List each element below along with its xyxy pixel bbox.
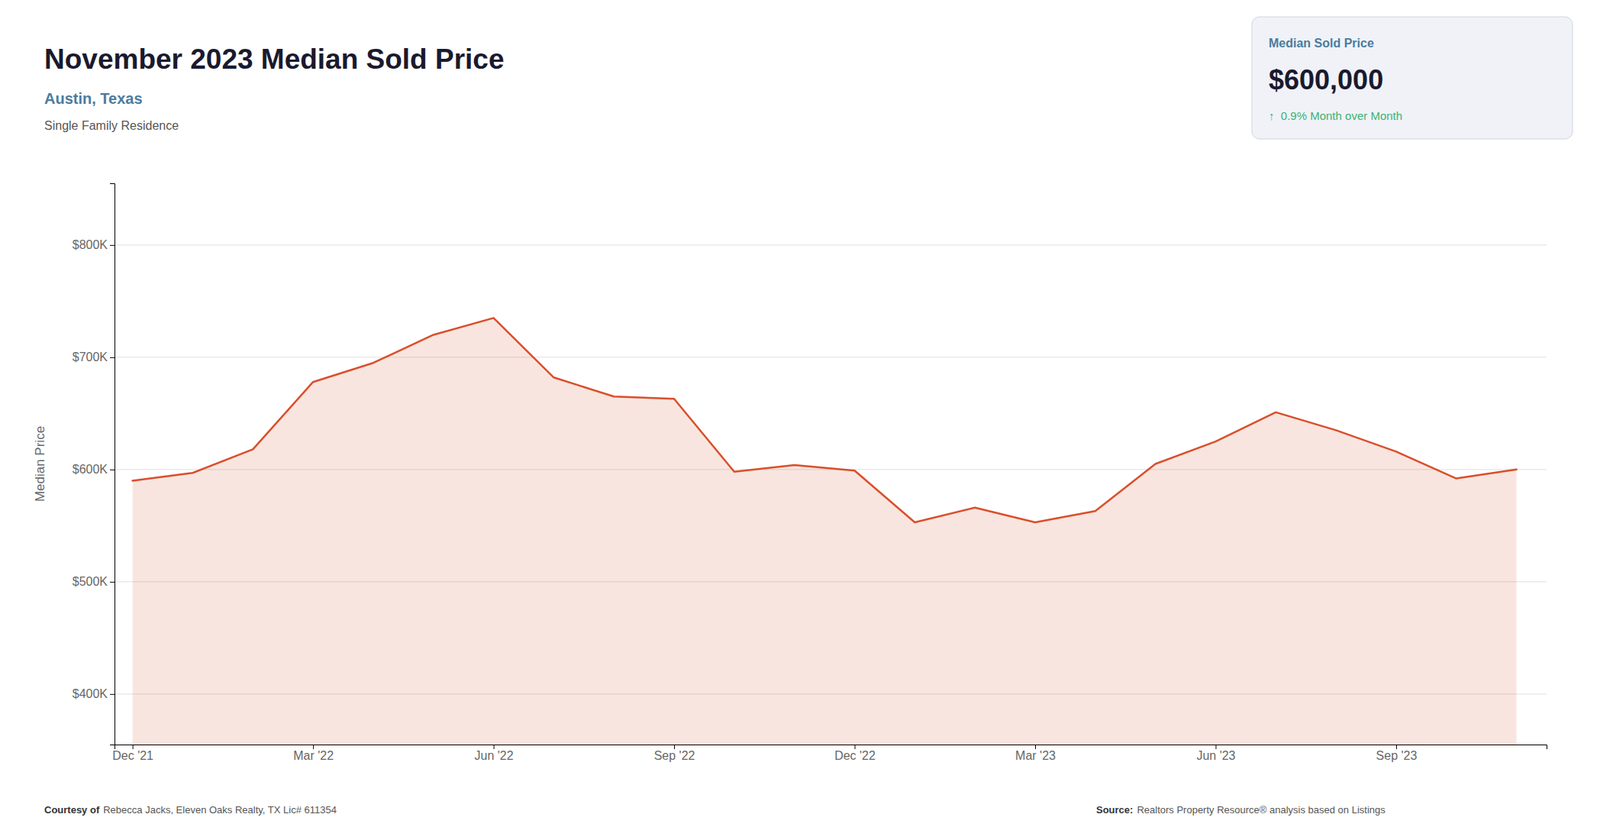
- x-tick-mark: [1396, 744, 1397, 749]
- y-tick-mark: [109, 693, 115, 695]
- y-tick-mark: [109, 357, 115, 359]
- y-tick: $700K: [72, 350, 115, 364]
- stat-value: $600,000: [1268, 64, 1384, 96]
- y-axis-line: [109, 183, 116, 746]
- y-tick-label: $500K: [72, 574, 109, 588]
- plot-area: [132, 317, 1517, 745]
- x-tick-mark: [312, 744, 314, 749]
- y-axis-title: Median Price: [32, 425, 48, 502]
- y-tick-label: $800K: [72, 238, 109, 252]
- x-tick-label: Dec '22: [834, 748, 876, 762]
- y-axis: $400K $500K $600K $700K $800K: [72, 183, 116, 746]
- x-tick-mark: [1215, 744, 1217, 749]
- title: November 2023 Median Sold Price: [44, 43, 505, 75]
- y-tick-label: $400K: [72, 687, 109, 700]
- x-tick-label: Jun '22: [474, 748, 514, 762]
- x-tick-label: Dec '21: [112, 748, 154, 762]
- x-tick-mark: [674, 744, 675, 749]
- stat-label: Median Sold Price: [1268, 36, 1375, 50]
- y-tick: $600K: [72, 462, 115, 476]
- x-tick-mark: [132, 744, 134, 749]
- x-tick: Sep '22: [654, 744, 696, 762]
- footer-courtesy-text: Rebecca Jacks, Eleven Oaks Realty, TX Li…: [103, 803, 337, 816]
- footer-source-label: Source:: [1096, 803, 1133, 816]
- subtitle-secondary: Single Family Residence: [44, 119, 179, 133]
- x-tick-label: Mar '23: [1015, 748, 1056, 762]
- y-tick-mark: [109, 581, 115, 583]
- x-tick: Mar '23: [1015, 744, 1056, 762]
- x-tick-mark: [854, 744, 856, 749]
- x-tick: Jun '22: [474, 744, 514, 762]
- subtitle: Austin, Texas: [44, 90, 143, 107]
- x-tick-label: Sep '22: [654, 748, 696, 762]
- footer-source: Source:Realtors Property Resource® analy…: [1096, 803, 1386, 816]
- x-tick: Jun '23: [1196, 744, 1236, 762]
- line: [132, 317, 1517, 523]
- x-tick-mark: [493, 744, 495, 749]
- x-tick: Dec '22: [834, 744, 876, 762]
- area: [132, 317, 1517, 745]
- x-tick-label: Mar '22: [293, 748, 334, 762]
- y-tick: $800K: [72, 238, 115, 252]
- stat-change: ↑ 0.9% Month over Month: [1268, 109, 1403, 123]
- y-tick-mark: [109, 469, 115, 471]
- x-axis: Dec '21 Mar '22 Jun '22 Sep '22 Dec '22 Mar '…: [112, 744, 1547, 762]
- x-tick: Sep '23: [1376, 744, 1418, 762]
- grid-line: [114, 356, 1547, 358]
- footer-source-text: Realtors Property Resource® analysis bas…: [1136, 803, 1386, 816]
- x-axis-line: [115, 745, 1548, 750]
- x-tick-label: Jun '23: [1196, 748, 1236, 762]
- y-tick-label: $600K: [72, 462, 109, 476]
- y-tick-label: $700K: [72, 350, 109, 364]
- footer-courtesy-label: Courtesy of: [44, 803, 100, 816]
- footer-courtesy: Courtesy ofRebecca Jacks, Eleven Oaks Re…: [44, 803, 337, 816]
- x-tick-label: Sep '23: [1376, 748, 1418, 762]
- x-tick-mark: [1035, 744, 1036, 749]
- y-tick: $500K: [72, 574, 115, 588]
- x-tick: Mar '22: [293, 744, 334, 762]
- stat-box: [1251, 16, 1573, 139]
- y-tick: $400K: [72, 687, 115, 700]
- chart: November 2023 Median Sold Price Austin, T…: [0, 0, 1600, 840]
- x-tick: Dec '21: [112, 744, 154, 762]
- y-tick-mark: [109, 245, 115, 246]
- grid-line: [114, 244, 1547, 246]
